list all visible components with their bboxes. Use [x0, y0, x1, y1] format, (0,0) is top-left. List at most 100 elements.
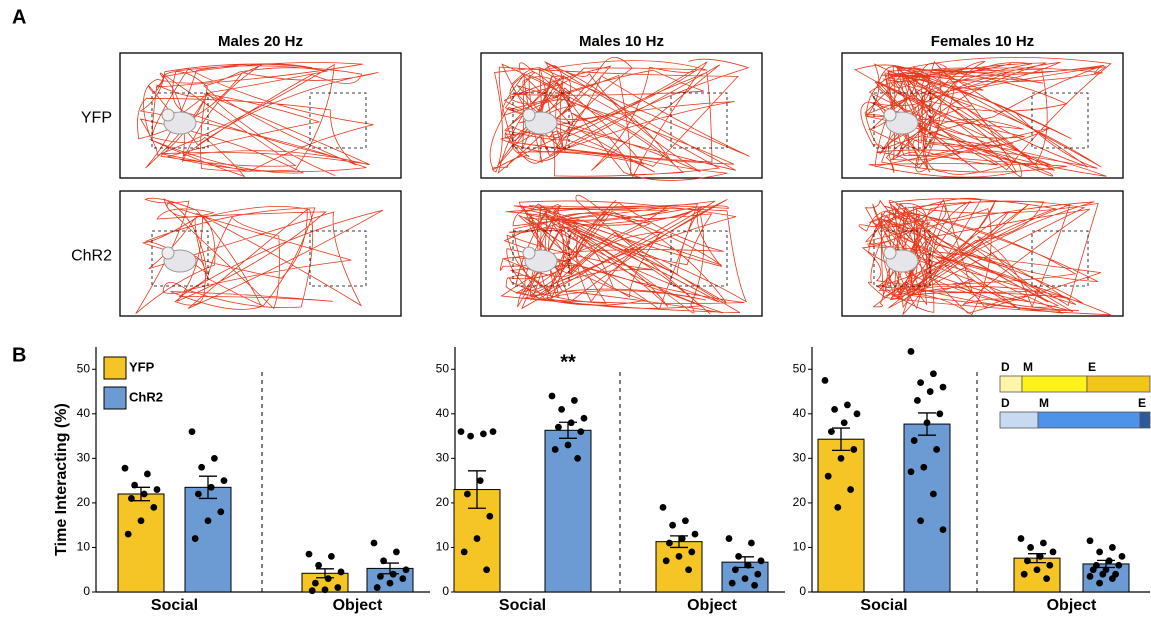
- y-tick-label: 30: [793, 451, 807, 465]
- data-point: [150, 504, 157, 511]
- data-point: [1018, 535, 1025, 542]
- data-point: [1043, 575, 1050, 582]
- legend-label: YFP: [129, 359, 155, 374]
- data-point: [841, 419, 848, 426]
- data-point: [312, 580, 319, 587]
- data-point: [192, 535, 199, 542]
- figure: A B Males 20 HzMales 10 HzFemales 10 HzY…: [0, 0, 1151, 618]
- data-point: [374, 584, 381, 591]
- data-point: [480, 430, 487, 437]
- data-point: [1087, 573, 1094, 580]
- data-point: [380, 557, 387, 564]
- data-point: [558, 406, 565, 413]
- data-point: [930, 370, 937, 377]
- data-point: [751, 582, 758, 589]
- data-point: [464, 491, 471, 498]
- data-point: [1034, 566, 1041, 573]
- data-point: [1087, 537, 1094, 544]
- y-tick-label: 30: [77, 451, 91, 465]
- y-tick-label: 10: [436, 540, 450, 554]
- data-point: [334, 584, 341, 591]
- data-point: [549, 393, 556, 400]
- inset-label: D: [1001, 360, 1010, 374]
- data-point: [377, 573, 384, 580]
- data-point: [552, 446, 559, 453]
- data-point: [154, 486, 161, 493]
- y-tick-label: 40: [77, 406, 91, 420]
- panel-label: B: [12, 344, 26, 366]
- data-point: [1021, 571, 1028, 578]
- data-point: [940, 384, 947, 391]
- data-point: [483, 566, 490, 573]
- data-point: [189, 428, 196, 435]
- data-point: [679, 535, 686, 542]
- data-point: [128, 495, 135, 502]
- data-point: [854, 410, 861, 417]
- inset-label: M: [1023, 360, 1033, 374]
- inset-label: D: [1001, 396, 1010, 410]
- inset-segment: [1087, 376, 1150, 392]
- data-point: [315, 562, 322, 569]
- bar: [904, 424, 950, 592]
- bar: [545, 430, 591, 592]
- data-point: [940, 526, 947, 533]
- data-point: [1106, 557, 1113, 564]
- data-point: [663, 557, 670, 564]
- y-tick-label: 0: [83, 584, 90, 598]
- data-point: [924, 419, 931, 426]
- data-point: [917, 379, 924, 386]
- data-point: [927, 388, 934, 395]
- data-point: [387, 580, 394, 587]
- inset-segment: [1000, 412, 1038, 428]
- data-point: [403, 566, 410, 573]
- y-tick-label: 30: [436, 451, 450, 465]
- data-point: [309, 587, 316, 594]
- rat-head: [162, 247, 174, 259]
- x-tick-label: Object: [687, 597, 737, 614]
- rat-head: [884, 247, 896, 259]
- data-point: [211, 455, 218, 462]
- data-point: [920, 464, 927, 471]
- data-point: [1099, 571, 1106, 578]
- data-point: [1090, 566, 1097, 573]
- data-point: [914, 397, 921, 404]
- y-tick-label: 10: [77, 540, 91, 554]
- x-tick-label: Object: [333, 597, 383, 614]
- y-tick-label: 0: [442, 584, 449, 598]
- data-point: [306, 551, 313, 558]
- data-point: [328, 553, 335, 560]
- data-point: [1109, 544, 1116, 551]
- data-point: [933, 446, 940, 453]
- data-point: [577, 428, 584, 435]
- data-point: [908, 348, 915, 355]
- data-point: [688, 549, 695, 556]
- x-tick-label: Social: [860, 597, 907, 614]
- data-point: [1027, 544, 1034, 551]
- rat-head: [523, 247, 535, 259]
- y-tick-label: 40: [436, 406, 450, 420]
- x-tick-label: Social: [499, 597, 546, 614]
- panel-title: Females 10 Hz: [931, 33, 1034, 50]
- row-label: YFP: [81, 110, 112, 127]
- data-point: [144, 471, 151, 478]
- data-point: [1046, 562, 1053, 569]
- data-point: [490, 428, 497, 435]
- y-axis-label: Time Interacting (%): [53, 403, 70, 556]
- data-point: [732, 566, 739, 573]
- x-tick-label: Social: [151, 597, 198, 614]
- inset-segment: [1000, 376, 1022, 392]
- row-label: ChR2: [71, 248, 112, 265]
- data-point: [936, 410, 943, 417]
- data-point: [371, 540, 378, 547]
- data-point: [825, 473, 832, 480]
- data-point: [1096, 580, 1103, 587]
- data-point: [838, 455, 845, 462]
- data-point: [682, 517, 689, 524]
- data-point: [748, 540, 755, 547]
- data-point: [399, 575, 406, 582]
- data-point: [685, 566, 692, 573]
- data-point: [742, 575, 749, 582]
- data-point: [745, 562, 752, 569]
- data-point: [393, 549, 400, 556]
- data-point: [486, 513, 493, 520]
